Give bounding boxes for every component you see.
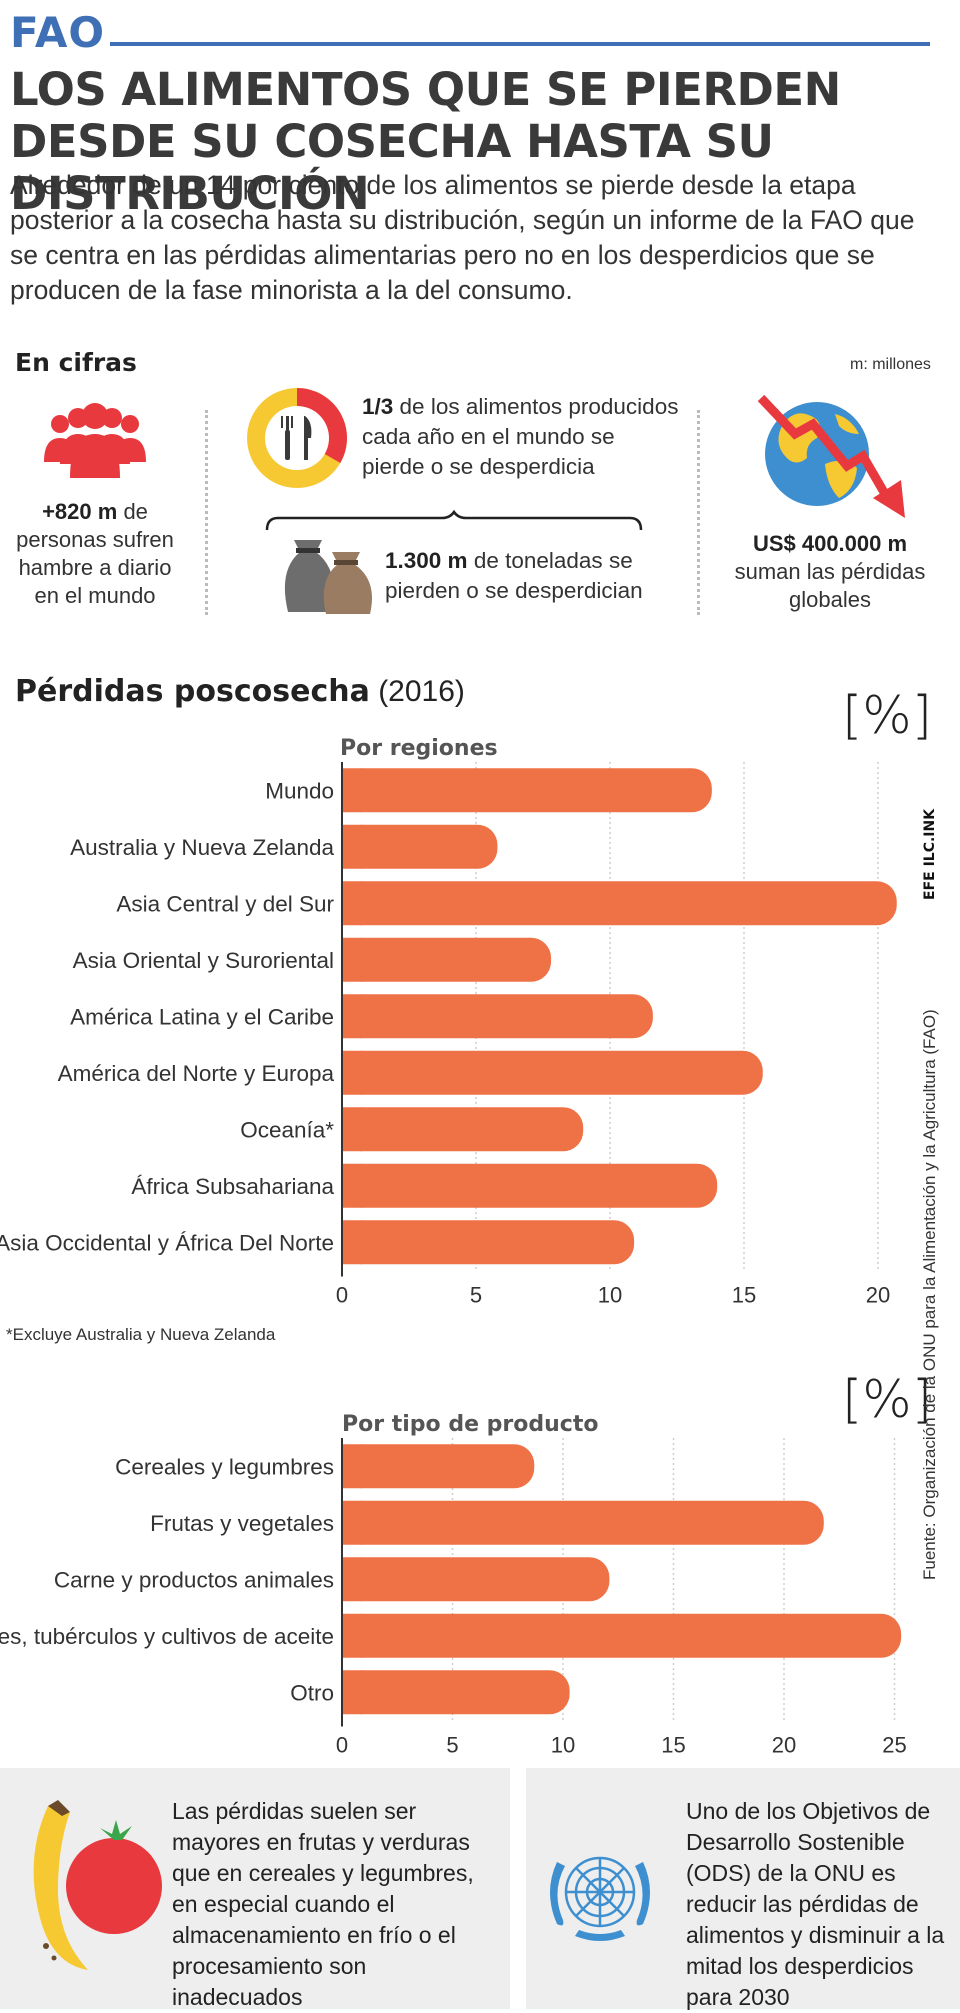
tick-label: 0	[336, 1733, 348, 1758]
chart-title-producto: Por tipo de producto	[342, 1412, 599, 1437]
bar-edge	[342, 768, 362, 813]
brace	[265, 510, 643, 531]
unit-label-regiones: [%]	[842, 686, 932, 746]
plate-pie-icon	[247, 388, 347, 488]
category-label: América del Norte y Europa	[58, 1061, 335, 1086]
category-label: Raíces, tubérculos y cultivos de aceite	[0, 1624, 334, 1649]
bar-edge	[342, 1670, 362, 1715]
tick-label: 5	[446, 1733, 458, 1758]
tick-label: 15	[661, 1733, 685, 1758]
divider	[205, 410, 208, 615]
bar-edge	[342, 824, 362, 869]
tick-label: 10	[598, 1283, 622, 1308]
chart-producto: Cereales y legumbres Frutas y vegetales Ca…	[0, 1438, 907, 1758]
bar-edge	[342, 1444, 362, 1489]
bar	[342, 1444, 535, 1489]
category-label: Otro	[290, 1680, 334, 1705]
tick-label: 0	[336, 1283, 348, 1308]
category-label: Carne y productos animales	[54, 1567, 334, 1592]
poscosecha-year: (2016)	[378, 675, 465, 708]
bar	[342, 1107, 584, 1152]
bar-edge	[342, 1220, 362, 1265]
bar	[342, 1500, 824, 1545]
third-text: de los alimentos producidos cada año en …	[362, 394, 679, 479]
footnote: *Excluye Australia y Nueva Zelanda	[6, 1325, 276, 1344]
bar	[342, 768, 712, 813]
sacks-icon	[284, 540, 372, 614]
intro-paragraph: Alrededor de un 14 por ciento de los ali…	[10, 170, 915, 305]
category-label: Cereales y legumbres	[115, 1454, 334, 1479]
bar-edge	[342, 881, 362, 926]
bar-edge	[342, 1613, 362, 1658]
tons-value: 1.300 m	[385, 548, 468, 573]
losses-text: suman las pérdidas globales	[734, 559, 926, 612]
tons-figure: 1.300 m de toneladas se pierden o se des…	[385, 546, 675, 606]
chart-title-regiones: Por regiones	[340, 736, 498, 761]
tick-label: 25	[882, 1733, 906, 1758]
panel-right	[526, 1768, 960, 2009]
unit-label-producto: [%]	[842, 1370, 932, 1430]
category-label: Oceanía*	[240, 1117, 334, 1142]
page-title: LOS ALIMENTOS QUE SE PIERDEN DESDE SU CO…	[10, 63, 841, 220]
divider	[697, 410, 700, 615]
tick-label: 5	[470, 1283, 482, 1308]
bar	[342, 994, 653, 1039]
bar	[342, 1163, 718, 1208]
category-label: Frutas y vegetales	[150, 1511, 334, 1536]
bar-edge	[342, 1050, 362, 1095]
banana-tomato-icon	[33, 1800, 162, 1970]
tick-label: 15	[732, 1283, 756, 1308]
units-note: m: millones	[850, 356, 931, 373]
section-title-poscosecha: Pérdidas poscosecha (2016)	[15, 674, 465, 709]
category-label: Asia Central y del Sur	[116, 891, 334, 916]
bar	[342, 1050, 763, 1095]
poscosecha-title: Pérdidas poscosecha	[15, 674, 370, 709]
un-emblem-icon	[550, 1856, 650, 1941]
people-icon	[44, 403, 146, 478]
third-figure: 1/3 de los alimentos producidos cada año…	[362, 392, 682, 482]
chart-regiones: Mundo Australia y Nueva Zelanda Asia Centr…	[0, 762, 897, 1308]
category-label: Asia Oriental y Suroriental	[73, 948, 334, 973]
panel-left-text: Las pérdidas suelen ser mayores en fruta…	[172, 1798, 474, 2010]
bar-edge	[342, 1500, 362, 1545]
bar	[342, 1557, 610, 1602]
bar	[342, 1670, 570, 1715]
bar	[342, 1220, 635, 1265]
tick-label: 10	[551, 1733, 575, 1758]
source-note-text: Fuente: Organización de la ONU para la A…	[920, 1009, 939, 1580]
category-label: África Subsahariana	[131, 1174, 334, 1199]
hunger-figure: +820 m de personas sufren hambre a diari…	[5, 498, 185, 610]
losses-figure: US$ 400.000 m suman las pérdidas globale…	[725, 530, 935, 614]
bar-edge	[342, 1557, 362, 1602]
third-value: 1/3	[362, 394, 394, 419]
brand-label: FAO	[10, 8, 106, 57]
bar	[342, 937, 552, 982]
brand-rule	[110, 42, 930, 46]
tons-text: de toneladas se pierden o se desperdicia…	[385, 548, 643, 603]
panel-right-text: Uno de los Objetivos de Desarrollo Soste…	[686, 1798, 945, 2010]
section-title-cifras: En cifras	[15, 348, 137, 377]
category-label: Asia Occidental y África Del Norte	[0, 1230, 334, 1255]
bar	[342, 1613, 902, 1658]
bar-edge	[342, 1163, 362, 1208]
losses-value: US$ 400.000 m	[752, 531, 908, 556]
tick-label: 20	[866, 1283, 890, 1308]
agency-credit-text: EFE ILC.INK	[922, 808, 938, 900]
globe-falling-arrow-icon	[757, 394, 905, 518]
bar	[342, 824, 498, 869]
tick-label: 20	[772, 1733, 796, 1758]
hunger-value: +820 m	[42, 499, 118, 524]
bar	[342, 881, 897, 926]
category-label: América Latina y el Caribe	[70, 1004, 334, 1029]
bar-edge	[342, 1107, 362, 1152]
bar-edge	[342, 994, 362, 1039]
category-label: Australia y Nueva Zelanda	[70, 835, 334, 860]
hunger-text: de personas sufren hambre a diario en el…	[16, 499, 174, 608]
bar-edge	[342, 937, 362, 982]
category-label: Mundo	[265, 778, 334, 803]
